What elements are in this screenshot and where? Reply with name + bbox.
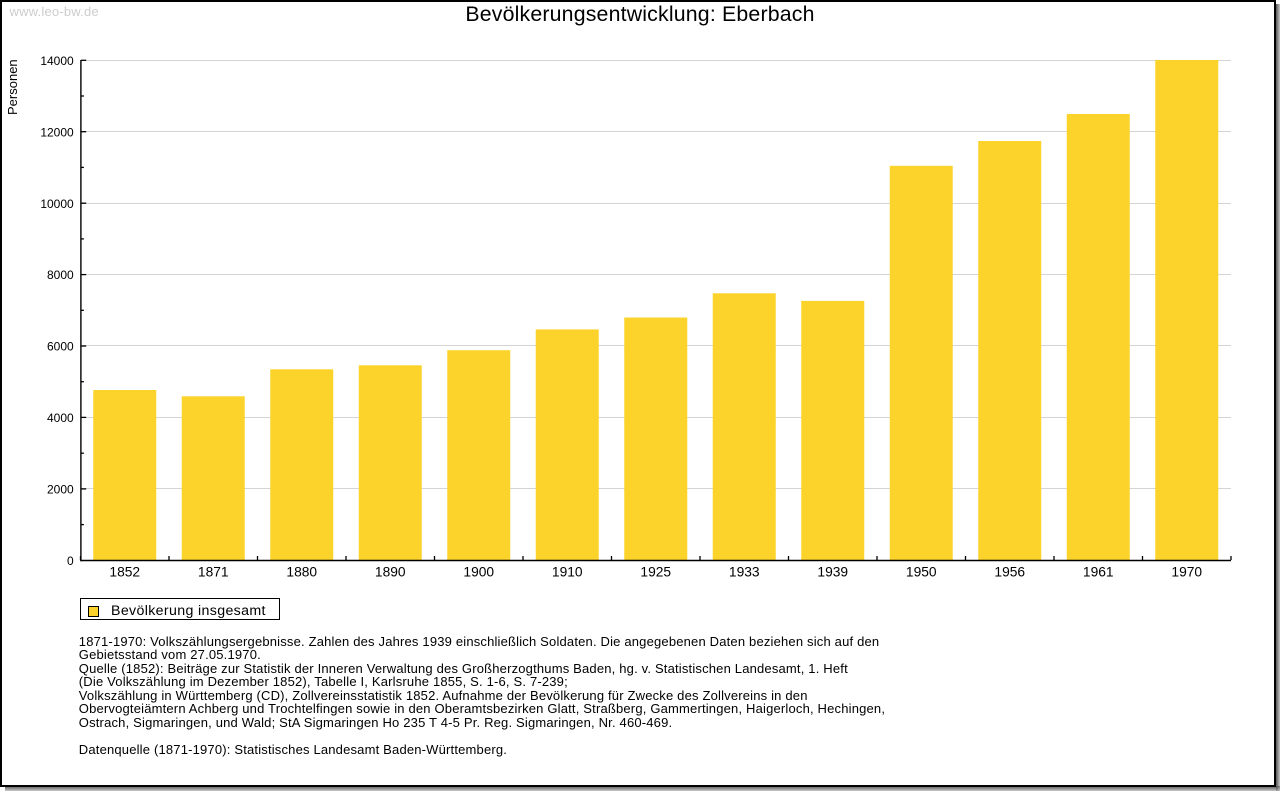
svg-text:1956: 1956	[994, 565, 1025, 580]
svg-text:1950: 1950	[906, 565, 937, 580]
svg-text:6000: 6000	[47, 340, 74, 354]
svg-text:1900: 1900	[463, 565, 494, 580]
svg-text:1925: 1925	[640, 565, 671, 580]
svg-text:8000: 8000	[47, 268, 74, 282]
svg-text:4000: 4000	[47, 411, 74, 425]
svg-text:2000: 2000	[47, 483, 74, 497]
svg-text:0: 0	[67, 554, 74, 568]
svg-text:1871: 1871	[198, 565, 229, 580]
svg-text:1852: 1852	[109, 565, 140, 580]
svg-text:Personen: Personen	[5, 59, 20, 115]
svg-text:14000: 14000	[40, 54, 74, 68]
svg-text:1939: 1939	[817, 565, 848, 580]
svg-text:12000: 12000	[40, 125, 74, 139]
svg-text:1933: 1933	[729, 565, 760, 580]
svg-text:1970: 1970	[1171, 565, 1202, 580]
svg-text:1910: 1910	[552, 565, 583, 580]
svg-text:1880: 1880	[286, 565, 317, 580]
svg-text:1961: 1961	[1083, 565, 1114, 580]
svg-text:10000: 10000	[40, 197, 74, 211]
svg-text:1890: 1890	[375, 565, 406, 580]
